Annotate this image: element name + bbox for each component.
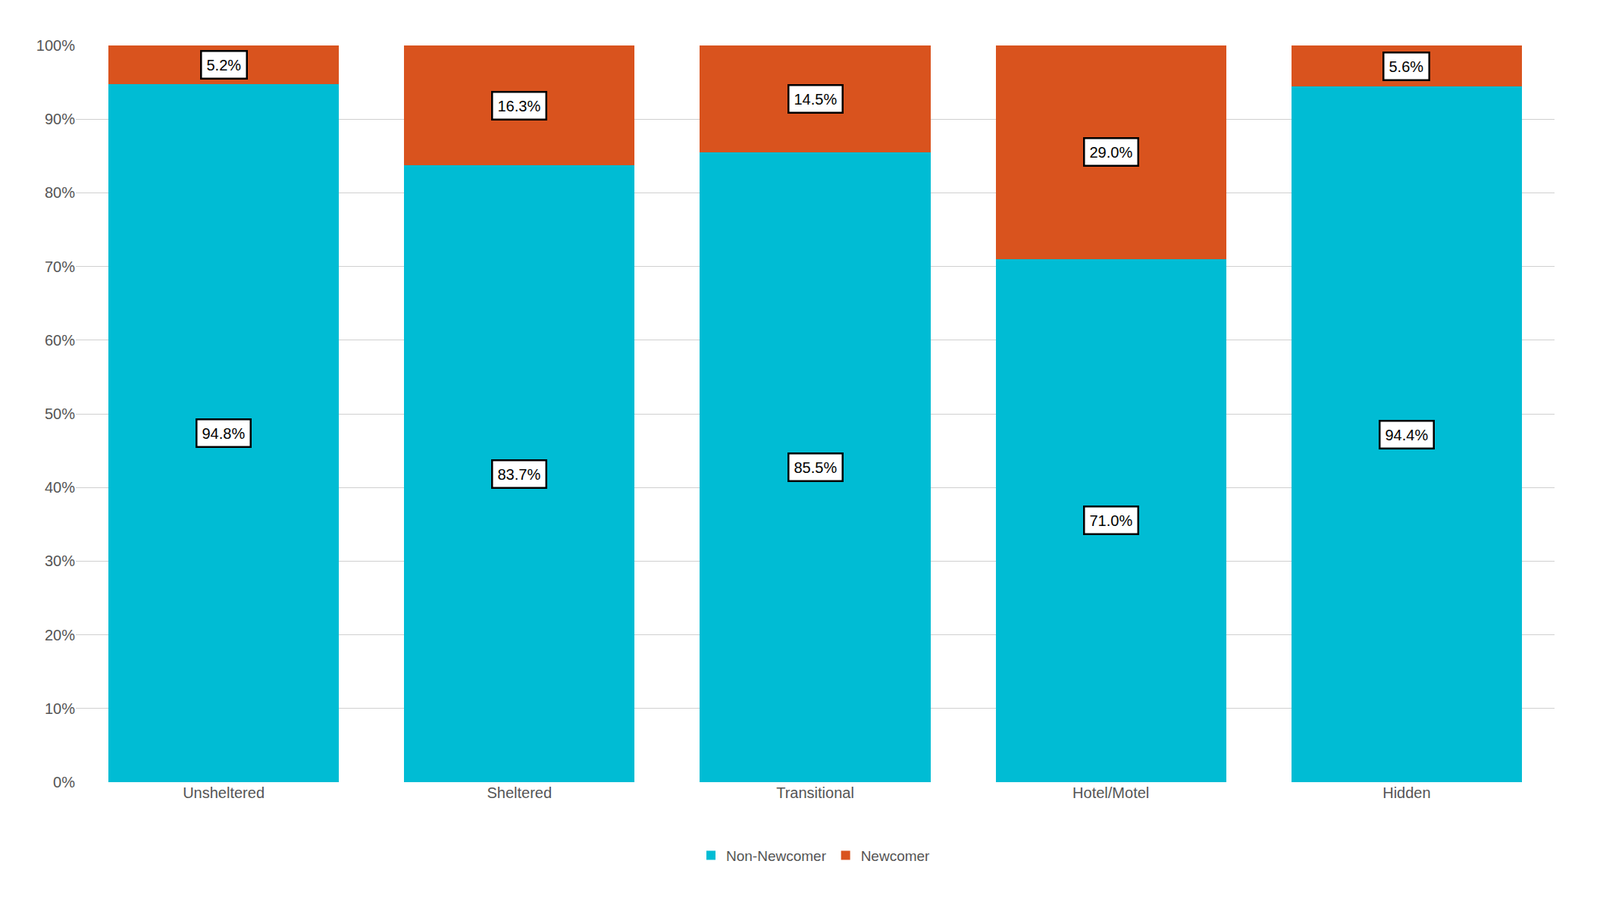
svg-text:5.6%: 5.6%: [1389, 58, 1425, 76]
svg-text:50%: 50%: [44, 405, 76, 423]
svg-text:94.4%: 94.4%: [1385, 426, 1429, 444]
svg-text:100%: 100%: [36, 37, 76, 54]
svg-text:80%: 80%: [44, 184, 76, 201]
svg-text:71.0%: 71.0%: [1089, 512, 1134, 530]
svg-text:70%: 70%: [44, 258, 76, 276]
svg-text:Sheltered: Sheltered: [486, 784, 552, 802]
svg-text:29.0%: 29.0%: [1089, 144, 1134, 161]
svg-text:10%: 10%: [44, 700, 76, 718]
svg-text:16.3%: 16.3%: [497, 97, 542, 115]
svg-text:Hotel/Motel: Hotel/Motel: [1072, 784, 1150, 802]
svg-text:94.8%: 94.8%: [202, 425, 246, 442]
svg-text:90%: 90%: [44, 110, 76, 128]
svg-text:20%: 20%: [44, 626, 76, 644]
svg-text:60%: 60%: [44, 331, 76, 349]
svg-text:5.2%: 5.2%: [206, 56, 242, 74]
svg-text:83.7%: 83.7%: [497, 466, 542, 483]
svg-text:Hidden: Hidden: [1382, 784, 1431, 802]
svg-text:40%: 40%: [44, 479, 76, 496]
svg-text:30%: 30%: [44, 552, 76, 570]
svg-text:Transitional: Transitional: [776, 784, 855, 802]
svg-text:0%: 0%: [53, 773, 76, 791]
svg-text:Unsheltered: Unsheltered: [182, 784, 265, 802]
svg-text:Non-Newcomer: Non-Newcomer: [726, 848, 827, 865]
svg-text:Newcomer: Newcomer: [861, 848, 930, 865]
svg-text:14.5%: 14.5%: [794, 90, 838, 108]
svg-text:85.5%: 85.5%: [794, 459, 838, 476]
